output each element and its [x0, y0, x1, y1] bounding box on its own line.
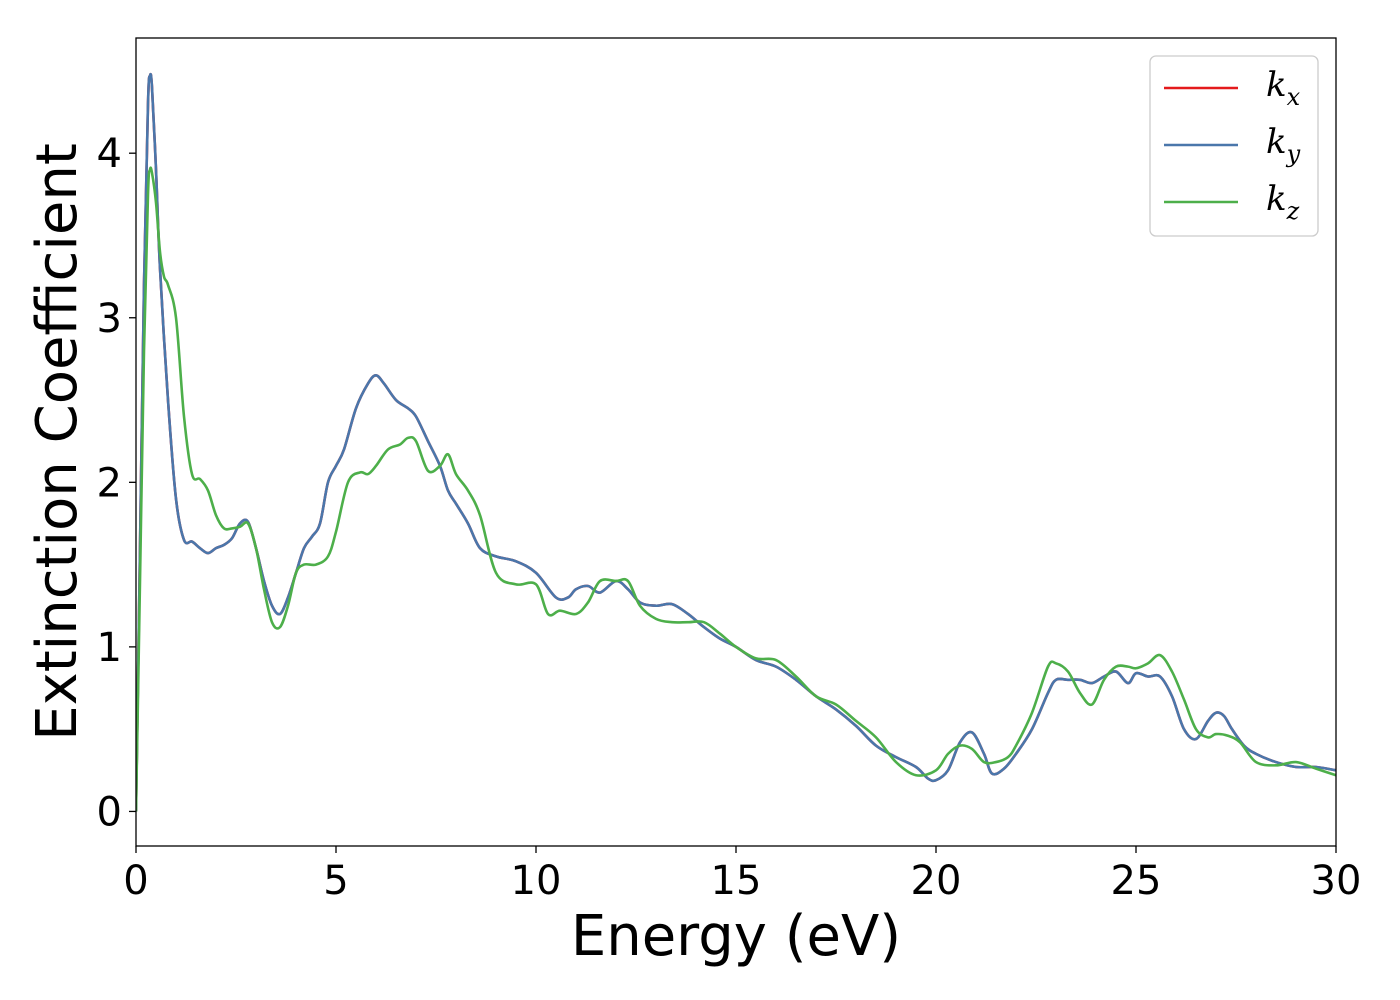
series-group [136, 72, 1336, 812]
x-tick-label: 0 [123, 858, 148, 904]
x-tick-label: 20 [911, 858, 962, 904]
y-axis: 0 1 2 3 4 [97, 131, 136, 835]
x-tick-label: 25 [1111, 858, 1162, 904]
y-axis-label: Extinction Coefficient [25, 143, 90, 741]
legend-label-kx: kx [1266, 65, 1301, 111]
y-tick-label: 1 [97, 625, 122, 671]
x-tick-label: 10 [511, 858, 562, 904]
y-tick-label: 2 [97, 460, 122, 506]
series-line-kz [136, 166, 1336, 812]
x-tick-label: 15 [711, 858, 762, 904]
x-axis: 0 5 10 15 20 25 30 [123, 846, 1361, 904]
x-axis-label: Energy (eV) [571, 904, 901, 969]
y-tick-label: 4 [97, 131, 122, 177]
legend-label-kz: kz [1266, 179, 1300, 225]
x-tick-label: 30 [1311, 858, 1362, 904]
legend-label-ky: ky [1266, 122, 1301, 168]
x-tick-label: 5 [323, 858, 348, 904]
y-tick-label: 3 [97, 296, 122, 342]
legend: kx ky kz [1149, 55, 1319, 237]
plot-area [136, 38, 1336, 846]
y-tick-label: 0 [97, 789, 122, 835]
